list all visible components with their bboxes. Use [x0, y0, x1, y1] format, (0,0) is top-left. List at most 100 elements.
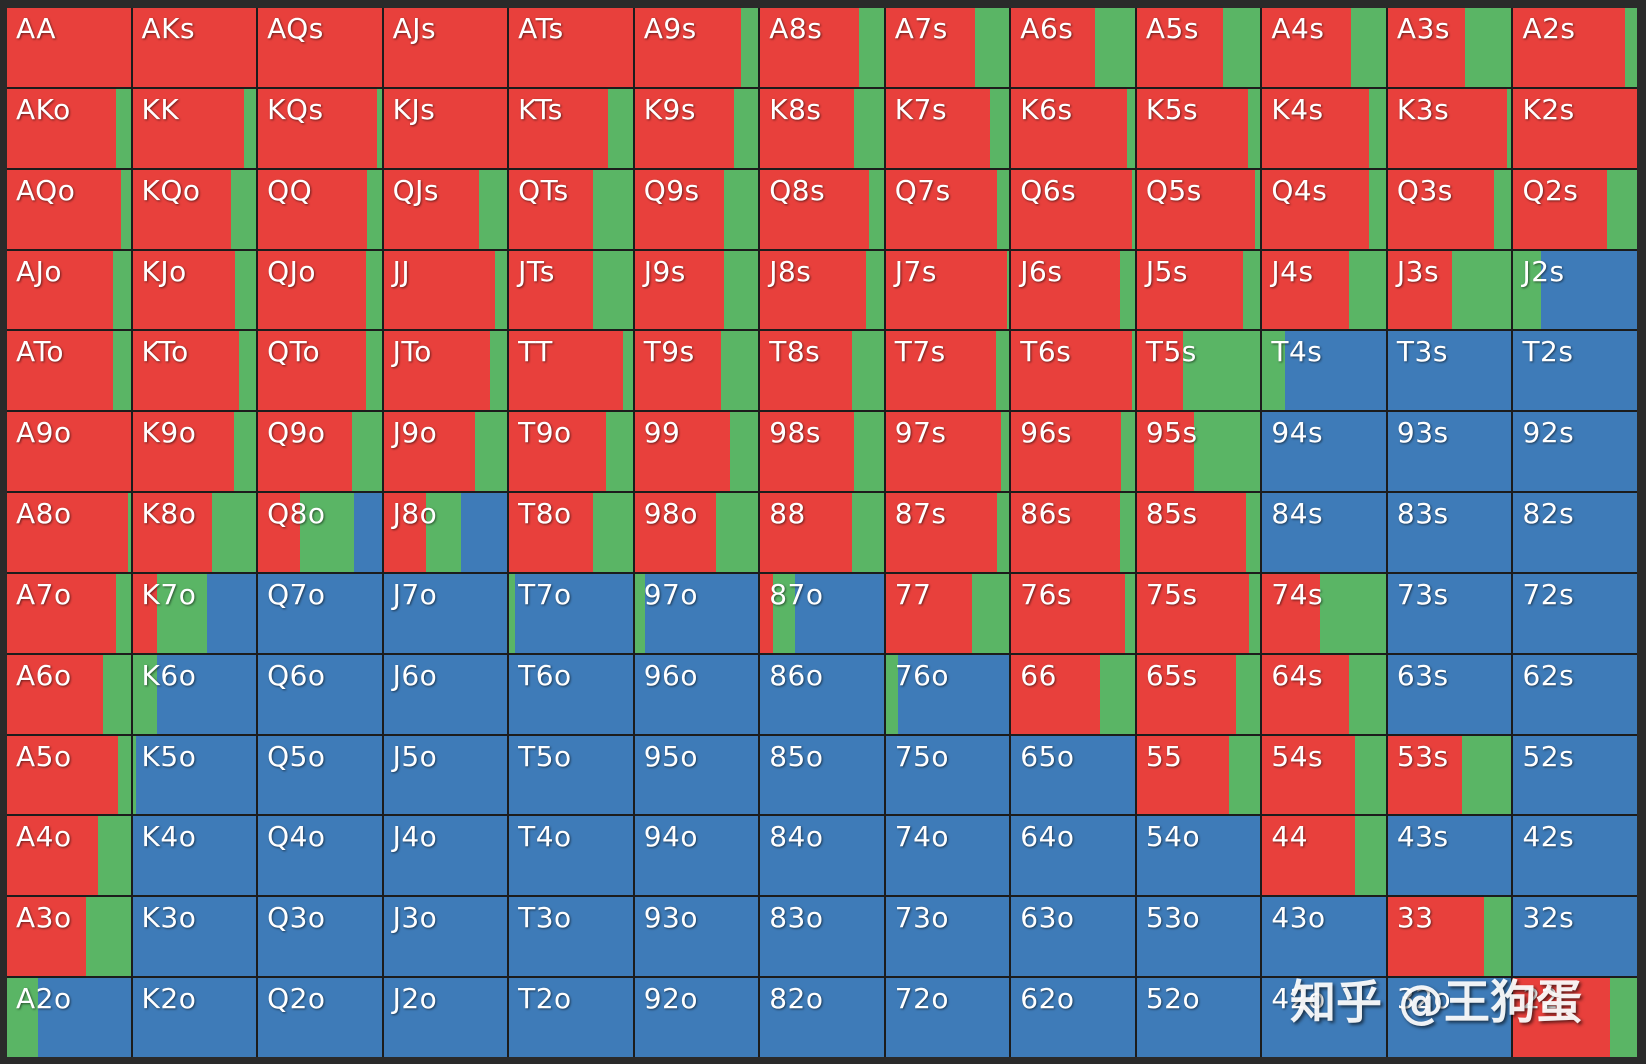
hand-cell-K7s[interactable]: K7s	[885, 88, 1010, 168]
hand-cell-Q3s[interactable]: Q3s	[1387, 169, 1512, 249]
hand-cell-T9s[interactable]: T9s	[634, 331, 759, 411]
hand-cell-85s[interactable]: 85s	[1136, 493, 1261, 572]
hand-cell-93o[interactable]: 93o	[634, 897, 759, 977]
hand-cell-QJo[interactable]: QJo	[258, 250, 382, 330]
hand-cell-J3s[interactable]: J3s	[1387, 250, 1512, 330]
hand-cell-KK[interactable]: KK	[132, 88, 257, 168]
hand-cell-87o[interactable]: 87o	[760, 573, 884, 653]
hand-cell-QTo[interactable]: QTo	[258, 331, 382, 411]
hand-cell-95o[interactable]: 95o	[634, 735, 759, 815]
hand-cell-92o[interactable]: 92o	[634, 978, 759, 1057]
hand-cell-42o[interactable]: 42o	[1262, 978, 1386, 1057]
hand-cell-97s[interactable]: 97s	[885, 412, 1010, 492]
hand-cell-74o[interactable]: 74o	[885, 816, 1010, 896]
hand-cell-73s[interactable]: 73s	[1387, 573, 1512, 653]
hand-cell-K2o[interactable]: K2o	[132, 978, 257, 1057]
hand-cell-92s[interactable]: 92s	[1513, 412, 1637, 492]
hand-cell-K9o[interactable]: K9o	[132, 412, 257, 492]
hand-cell-A2s[interactable]: A2s	[1513, 8, 1637, 87]
hand-cell-84o[interactable]: 84o	[760, 816, 884, 896]
hand-cell-62s[interactable]: 62s	[1513, 654, 1637, 734]
hand-cell-54s[interactable]: 54s	[1262, 735, 1386, 815]
hand-cell-J5s[interactable]: J5s	[1136, 250, 1261, 330]
hand-cell-J9o[interactable]: J9o	[383, 412, 508, 492]
hand-cell-95s[interactable]: 95s	[1136, 412, 1261, 492]
hand-cell-T7s[interactable]: T7s	[885, 331, 1010, 411]
hand-cell-KTo[interactable]: KTo	[132, 331, 257, 411]
hand-cell-63s[interactable]: 63s	[1387, 654, 1512, 734]
hand-cell-J9s[interactable]: J9s	[634, 250, 759, 330]
hand-cell-A8s[interactable]: A8s	[760, 8, 884, 87]
hand-cell-53o[interactable]: 53o	[1136, 897, 1261, 977]
hand-cell-T8s[interactable]: T8s	[760, 331, 884, 411]
hand-cell-T7o[interactable]: T7o	[509, 573, 633, 653]
hand-cell-66[interactable]: 66	[1011, 654, 1135, 734]
hand-cell-T6o[interactable]: T6o	[509, 654, 633, 734]
hand-cell-Q5s[interactable]: Q5s	[1136, 169, 1261, 249]
hand-cell-77[interactable]: 77	[885, 573, 1010, 653]
hand-cell-Q5o[interactable]: Q5o	[258, 735, 382, 815]
hand-cell-83o[interactable]: 83o	[760, 897, 884, 977]
hand-cell-K6o[interactable]: K6o	[132, 654, 257, 734]
hand-cell-J2s[interactable]: J2s	[1513, 250, 1637, 330]
hand-cell-96s[interactable]: 96s	[1011, 412, 1135, 492]
hand-cell-43o[interactable]: 43o	[1262, 897, 1386, 977]
hand-cell-K3s[interactable]: K3s	[1387, 88, 1512, 168]
hand-cell-K6s[interactable]: K6s	[1011, 88, 1135, 168]
hand-cell-J3o[interactable]: J3o	[383, 897, 508, 977]
hand-cell-76o[interactable]: 76o	[885, 654, 1010, 734]
hand-cell-43s[interactable]: 43s	[1387, 816, 1512, 896]
hand-cell-JJ[interactable]: JJ	[383, 250, 508, 330]
hand-cell-72s[interactable]: 72s	[1513, 573, 1637, 653]
hand-cell-K3o[interactable]: K3o	[132, 897, 257, 977]
hand-cell-KJo[interactable]: KJo	[132, 250, 257, 330]
hand-cell-Q7s[interactable]: Q7s	[885, 169, 1010, 249]
hand-cell-63o[interactable]: 63o	[1011, 897, 1135, 977]
hand-cell-T5o[interactable]: T5o	[509, 735, 633, 815]
hand-cell-65o[interactable]: 65o	[1011, 735, 1135, 815]
hand-cell-A9s[interactable]: A9s	[634, 8, 759, 87]
hand-cell-A6o[interactable]: A6o	[7, 654, 131, 734]
hand-cell-J7o[interactable]: J7o	[383, 573, 508, 653]
hand-cell-62o[interactable]: 62o	[1011, 978, 1135, 1057]
hand-cell-52s[interactable]: 52s	[1513, 735, 1637, 815]
hand-cell-T9o[interactable]: T9o	[509, 412, 633, 492]
hand-cell-A5s[interactable]: A5s	[1136, 8, 1261, 87]
hand-cell-A2o[interactable]: A2o	[7, 978, 131, 1057]
hand-cell-T6s[interactable]: T6s	[1011, 331, 1135, 411]
hand-cell-J4o[interactable]: J4o	[383, 816, 508, 896]
hand-cell-K2s[interactable]: K2s	[1513, 88, 1637, 168]
hand-cell-99[interactable]: 99	[634, 412, 759, 492]
hand-cell-J4s[interactable]: J4s	[1262, 250, 1386, 330]
hand-cell-A7s[interactable]: A7s	[885, 8, 1010, 87]
hand-cell-Q8s[interactable]: Q8s	[760, 169, 884, 249]
hand-cell-T3s[interactable]: T3s	[1387, 331, 1512, 411]
hand-cell-87s[interactable]: 87s	[885, 493, 1010, 572]
hand-cell-KQo[interactable]: KQo	[132, 169, 257, 249]
hand-cell-QQ[interactable]: QQ	[258, 169, 382, 249]
hand-cell-Q7o[interactable]: Q7o	[258, 573, 382, 653]
hand-cell-A4s[interactable]: A4s	[1262, 8, 1386, 87]
hand-cell-32s[interactable]: 32s	[1513, 897, 1637, 977]
hand-cell-88[interactable]: 88	[760, 493, 884, 572]
hand-cell-TT[interactable]: TT	[509, 331, 633, 411]
hand-cell-55[interactable]: 55	[1136, 735, 1261, 815]
hand-cell-KTs[interactable]: KTs	[509, 88, 633, 168]
hand-cell-86o[interactable]: 86o	[760, 654, 884, 734]
hand-cell-65s[interactable]: 65s	[1136, 654, 1261, 734]
hand-cell-KQs[interactable]: KQs	[258, 88, 382, 168]
hand-cell-Q4s[interactable]: Q4s	[1262, 169, 1386, 249]
hand-cell-Q6o[interactable]: Q6o	[258, 654, 382, 734]
hand-cell-T5s[interactable]: T5s	[1136, 331, 1261, 411]
hand-cell-22[interactable]: 22	[1513, 978, 1637, 1057]
hand-cell-K8s[interactable]: K8s	[760, 88, 884, 168]
hand-cell-AQs[interactable]: AQs	[258, 8, 382, 87]
hand-cell-73o[interactable]: 73o	[885, 897, 1010, 977]
hand-cell-QJs[interactable]: QJs	[383, 169, 508, 249]
hand-cell-J8s[interactable]: J8s	[760, 250, 884, 330]
hand-cell-ATo[interactable]: ATo	[7, 331, 131, 411]
hand-cell-AJs[interactable]: AJs	[383, 8, 508, 87]
hand-cell-96o[interactable]: 96o	[634, 654, 759, 734]
hand-cell-53s[interactable]: 53s	[1387, 735, 1512, 815]
hand-cell-54o[interactable]: 54o	[1136, 816, 1261, 896]
